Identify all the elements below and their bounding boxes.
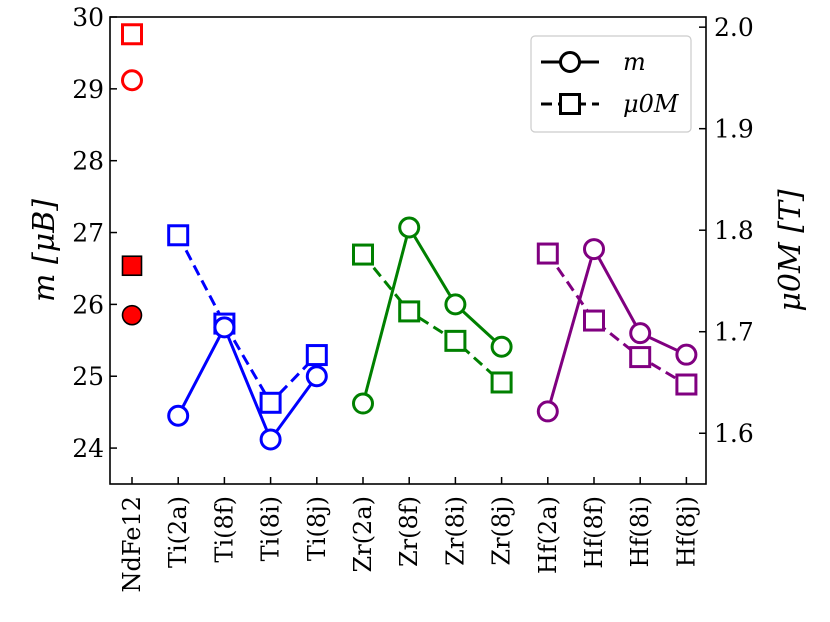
left-tick-label: 25 xyxy=(72,362,104,391)
x-tick-label: Hf(2a) xyxy=(534,496,562,574)
ref-m-open-point xyxy=(121,69,143,92)
mu0m-point-zr-3 xyxy=(490,371,513,394)
m-point-hf-0 xyxy=(536,400,559,423)
m-point-zr-2 xyxy=(444,293,467,316)
x-tick-label: Ti(2a) xyxy=(164,496,192,568)
m-point-ti-3 xyxy=(305,365,328,388)
mu0m-point-hf-2 xyxy=(629,346,652,369)
ref-m-filled-point xyxy=(121,304,143,326)
mu0m-point-zr-2 xyxy=(444,329,467,352)
m-point-hf-2 xyxy=(629,322,652,345)
x-tick-label: Ti(8f) xyxy=(210,496,238,563)
legend-mu0m-marker xyxy=(559,93,581,115)
mu0m-point-zr-0 xyxy=(352,243,374,266)
mu0m-line-ti xyxy=(176,234,318,406)
mu0m-point-ti-0 xyxy=(167,224,190,247)
x-tick-label: Ti(8i) xyxy=(257,496,285,561)
mu0m-point-zr-1 xyxy=(398,300,421,323)
mu0m-line-hf xyxy=(546,252,688,386)
right-axis-label: μ0M [T] xyxy=(773,189,808,312)
left-tick-label: 27 xyxy=(72,219,104,248)
mu0m-point-hf-3 xyxy=(675,373,698,396)
left-axis-label: m [μB] xyxy=(27,199,62,302)
x-tick-label: Zr(8f) xyxy=(395,496,423,567)
x-tick-label: Hf(8i) xyxy=(626,496,654,567)
m-point-ti-1 xyxy=(213,316,236,339)
right-tick-label: 1.9 xyxy=(714,115,754,144)
right-tick-label: 1.8 xyxy=(714,216,754,245)
axes: 24 25 26 27 28 29 30 1.6 1.7 1.8 1.9 2.0 NdFe12 Ti(2a… xyxy=(27,3,808,592)
left-tick-label: 24 xyxy=(72,434,104,463)
m-line-zr xyxy=(361,223,503,404)
left-tick-label: 30 xyxy=(72,3,104,32)
left-tick-label: 26 xyxy=(72,290,104,319)
m-point-zr-0 xyxy=(352,392,374,415)
x-tick-label: NdFe12 xyxy=(118,496,146,592)
right-tick-label: 2.0 xyxy=(714,13,754,42)
m-point-hf-3 xyxy=(675,343,698,366)
x-tick-label: Hf(8f) xyxy=(580,496,608,569)
plot-frame xyxy=(109,16,707,485)
right-tick-label: 1.6 xyxy=(714,419,754,448)
x-tick-label: Zr(2a) xyxy=(349,496,377,572)
left-tick-label: 29 xyxy=(72,75,104,104)
m-point-zr-1 xyxy=(398,216,421,239)
x-tick-label: Zr(8j) xyxy=(488,496,516,566)
x-tick-label: Hf(8j) xyxy=(672,496,700,567)
mu0m-point-hf-0 xyxy=(536,242,559,265)
m-point-hf-1 xyxy=(583,238,605,261)
mu0m-line-zr xyxy=(361,253,503,384)
left-tick-label: 28 xyxy=(72,147,104,176)
x-tick-label: Ti(8j) xyxy=(303,496,331,561)
legend-m-label: m xyxy=(623,48,646,76)
m-point-ti-0 xyxy=(167,404,190,427)
mu0m-point-ti-2 xyxy=(259,391,282,414)
mu0m-point-ti-3 xyxy=(305,344,328,367)
m-point-zr-3 xyxy=(490,335,513,358)
mu0m-point-hf-1 xyxy=(583,309,605,332)
legend-m-marker xyxy=(559,51,581,73)
m-line-hf xyxy=(546,245,688,412)
plot-area xyxy=(121,23,698,451)
right-tick-label: 1.7 xyxy=(714,318,754,347)
x-tick-label: Zr(8i) xyxy=(441,496,469,566)
legend-mu0m-label: μ0M xyxy=(623,90,680,118)
ref-mu0m-filled-point xyxy=(121,255,143,277)
m-line-ti xyxy=(176,323,319,443)
ref-mu0m-open-point xyxy=(121,23,143,46)
m-point-ti-2 xyxy=(259,428,282,451)
legend: m μ0M xyxy=(530,35,692,133)
